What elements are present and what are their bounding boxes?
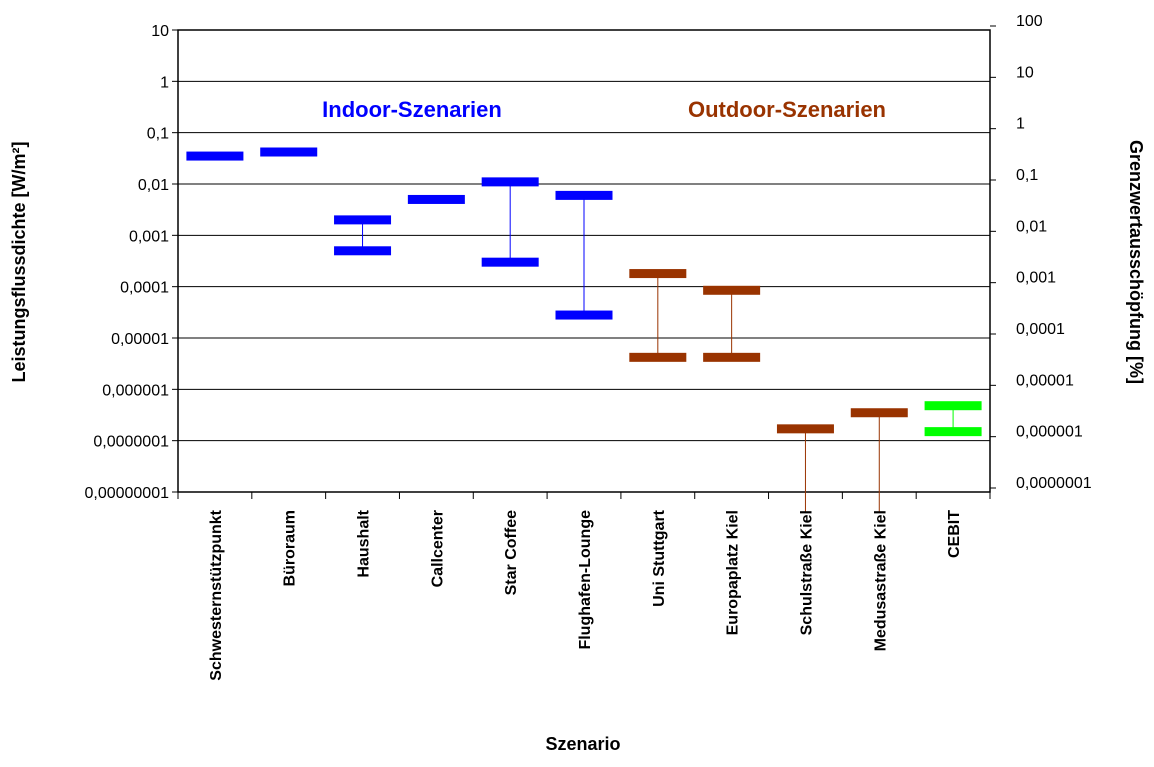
y2-tick-label: 0,0001 xyxy=(1016,321,1065,338)
plot-area xyxy=(177,29,991,493)
y2-tick-label: 0,0000001 xyxy=(1016,475,1092,492)
y-tick-label: 0,00000001 xyxy=(84,485,169,502)
x-axis-title: Szenario xyxy=(545,734,620,754)
category-label: CEBIT xyxy=(946,510,963,558)
range-min-bar xyxy=(924,427,982,437)
category-label: Flughafen-Lounge xyxy=(577,510,594,650)
range-min-bar xyxy=(334,246,392,256)
range-max-bar xyxy=(776,424,834,434)
range-max-bar xyxy=(703,285,761,295)
range-max-bar xyxy=(850,408,908,418)
range-max-bar xyxy=(924,401,982,411)
y-tick-label: 0,01 xyxy=(138,177,169,194)
right-axis-ticks: 100 10 1 0,1 0,01 0,001 0,0001 0,00001 0,000001 0… xyxy=(990,13,1092,492)
x-axis-ticks xyxy=(177,492,991,499)
y2-tick-label: 10 xyxy=(1016,64,1034,81)
category-label: Callcenter xyxy=(429,510,446,587)
outdoor-annotation: Outdoor-Szenarien xyxy=(688,97,886,122)
y2-tick-label: 0,001 xyxy=(1016,270,1056,287)
y-tick-label: 0,0001 xyxy=(120,280,169,297)
category-label: Büroraum xyxy=(282,510,299,586)
category-label: Medusastraße Kiel xyxy=(872,510,889,651)
y2-tick-label: 0,000001 xyxy=(1016,424,1083,441)
category-label: Haushalt xyxy=(356,509,373,577)
y-tick-label: 0,00001 xyxy=(111,331,169,348)
category-labels: Schwesternstützpunkt Büroraum Haushalt Call… xyxy=(208,509,963,680)
range-max-bar xyxy=(555,190,613,200)
category-label: Schwesternstützpunkt xyxy=(208,509,225,680)
y-tick-label: 0,000001 xyxy=(102,382,169,399)
category-label: Uni Stuttgart xyxy=(651,509,668,607)
y2-tick-label: 0,00001 xyxy=(1016,372,1074,389)
y-tick-label: 0,1 xyxy=(147,126,169,143)
category-label: Europaplatz Kiel xyxy=(725,510,742,635)
range-min-bar xyxy=(629,352,687,362)
left-axis-ticks: 10 1 0,1 0,01 0,001 0,0001 0,00001 0,000001 0,00… xyxy=(84,23,178,502)
y2-tick-label: 0,01 xyxy=(1016,218,1047,235)
range-max-bar xyxy=(334,215,392,225)
y2-tick-label: 0,1 xyxy=(1016,167,1038,184)
range-max-bar xyxy=(629,269,687,279)
range-max-bar xyxy=(260,147,318,157)
y2-tick-label: 1 xyxy=(1016,116,1025,133)
y-tick-label: 0,001 xyxy=(129,228,169,245)
range-max-bar xyxy=(481,177,539,187)
y-tick-label: 1 xyxy=(160,74,169,91)
y-tick-label: 10 xyxy=(151,23,169,40)
range-min-bar xyxy=(703,352,761,362)
y-tick-label: 0,0000001 xyxy=(93,434,169,451)
range-min-bar xyxy=(481,257,539,267)
y-axis-title: Leistungsflussdichte [W/m²] xyxy=(9,141,29,382)
category-label: Schulstraße Kiel xyxy=(798,510,815,635)
range-min-bar xyxy=(555,310,613,320)
range-max-bar xyxy=(407,194,465,204)
indoor-annotation: Indoor-Szenarien xyxy=(322,97,502,122)
category-label: Star Coffee xyxy=(503,510,520,595)
y2-tick-label: 100 xyxy=(1016,13,1043,30)
y2-axis-title: Grenzwertausschöpfung [%] xyxy=(1126,140,1146,384)
data-marks xyxy=(186,147,982,512)
range-max-bar xyxy=(186,151,244,161)
